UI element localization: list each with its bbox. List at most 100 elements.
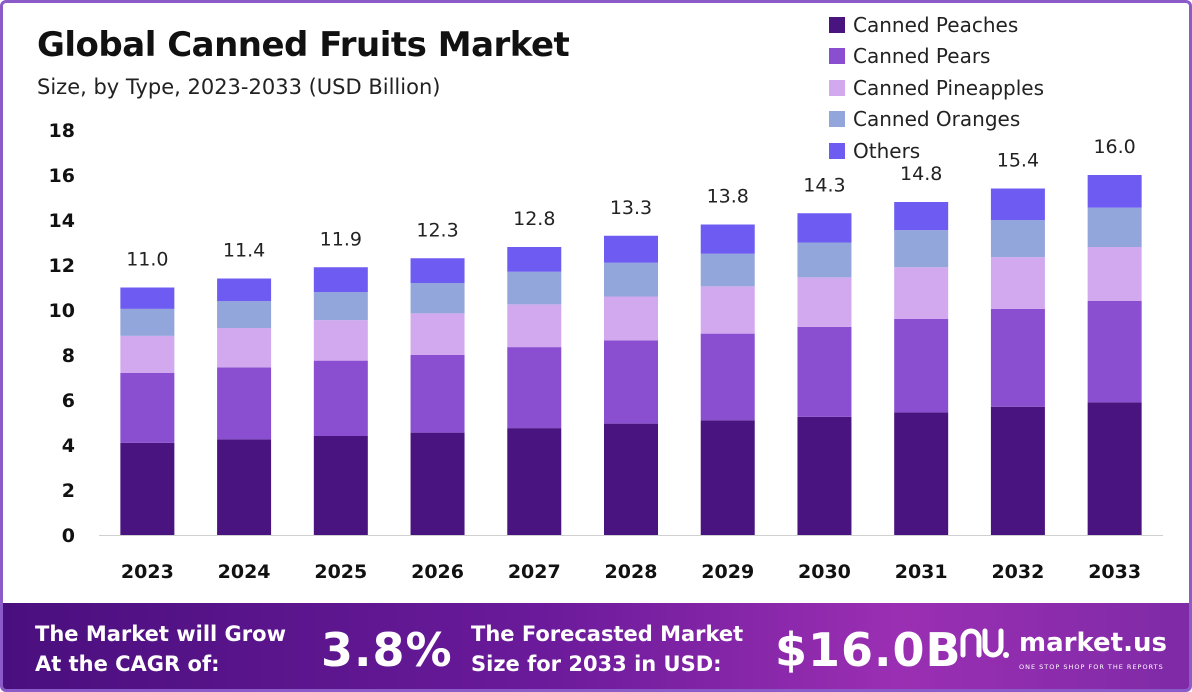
bar-total-label: 11.4	[223, 240, 265, 262]
y-tick-label: 10	[49, 300, 75, 322]
bar-segment-canned-peaches	[1087, 402, 1142, 535]
bar-segment-others	[1087, 175, 1142, 208]
forecast-label-line: The Forecasted Market	[471, 622, 744, 646]
bar-total-label: 15.4	[997, 150, 1039, 172]
y-tick-label: 14	[49, 210, 75, 232]
bar-segment-canned-pears	[990, 308, 1045, 407]
bar-segment-canned-pears	[894, 319, 949, 413]
bar-segment-canned-pears	[217, 367, 272, 440]
bar-segment-canned-oranges	[507, 271, 562, 305]
y-tick-label: 6	[62, 390, 75, 412]
bar-segment-others	[700, 224, 755, 254]
bar-segment-canned-peaches	[700, 420, 755, 535]
x-tick-label: 2033	[1088, 561, 1141, 583]
bar-segment-canned-pears	[313, 360, 368, 436]
bar-segment-canned-oranges	[1087, 207, 1142, 247]
bar-total-label: 11.0	[126, 249, 168, 271]
bar-segment-canned-pineapples	[990, 257, 1045, 309]
bar-segment-canned-pineapples	[313, 320, 368, 361]
bar-segment-others	[313, 267, 368, 292]
bar-segment-canned-peaches	[313, 436, 368, 535]
bar-segment-canned-pears	[700, 333, 755, 421]
cagr-value: 3.8%	[321, 623, 453, 677]
chart-subtitle: Size, by Type, 2023-2033 (USD Billion)	[37, 75, 441, 99]
bar-total-label: 13.3	[610, 197, 652, 219]
x-tick-label: 2030	[798, 561, 851, 583]
x-tick-label: 2029	[701, 561, 754, 583]
bar-segment-canned-oranges	[410, 283, 465, 314]
x-tick-label: 2031	[895, 561, 948, 583]
legend-swatch	[829, 111, 845, 128]
legend-item: Others	[829, 135, 1044, 167]
bar-segment-canned-peaches	[797, 416, 852, 535]
bar-segment-canned-pears	[410, 355, 465, 433]
x-tick-label: 2024	[218, 561, 271, 583]
bar-segment-canned-peaches	[120, 442, 175, 535]
bar-segment-canned-pears	[1087, 301, 1142, 403]
bar-segment-canned-oranges	[604, 262, 658, 297]
bar-segment-others	[217, 278, 272, 301]
bar-segment-others	[797, 213, 852, 243]
bar-segment-canned-pineapples	[217, 328, 272, 368]
bar-segment-canned-oranges	[700, 253, 755, 287]
market-us-logo-icon	[960, 628, 1009, 658]
bar-total-label: 14.3	[803, 174, 845, 196]
bar-segment-canned-pears	[120, 373, 175, 443]
stacked-bar-chart: 0 2 4 6 8 10 12 14 16 18 11.0 2023 11.4 2024 11.9 2025 1…	[49, 120, 1163, 583]
brand-tagline: ONE STOP SHOP FOR THE REPORTS	[1019, 663, 1164, 671]
legend-item: Canned Pears	[829, 41, 1044, 73]
x-tick-label: 2023	[121, 561, 174, 583]
x-tick-label: 2025	[314, 561, 367, 583]
bar-total-label: 13.8	[707, 186, 749, 208]
legend-swatch	[829, 79, 845, 96]
bar-total-label: 14.8	[900, 163, 942, 185]
y-tick-label: 18	[49, 120, 75, 142]
bar-segment-canned-peaches	[410, 432, 465, 535]
bar-segment-canned-peaches	[217, 439, 272, 535]
y-tick-label: 0	[62, 525, 75, 547]
bar-segment-canned-pineapples	[507, 304, 562, 348]
bar-segment-others	[894, 202, 949, 231]
x-tick-label: 2027	[508, 561, 561, 583]
bar-segment-canned-oranges	[797, 242, 852, 278]
legend-label: Canned Pears	[853, 44, 991, 69]
cagr-label-line: The Market will Grow	[35, 622, 286, 646]
y-tick-label: 2	[62, 480, 75, 502]
bar-total-label: 11.9	[320, 228, 362, 250]
chart-title: Global Canned Fruits Market	[37, 25, 570, 65]
bar-segment-others	[507, 247, 562, 272]
legend-item: Canned Oranges	[829, 104, 1044, 136]
brand-logo: market.us	[959, 625, 1167, 661]
bar-segment-canned-pears	[604, 340, 658, 424]
forecast-label-line: Size for 2033 in USD:	[471, 652, 722, 676]
bar-segment-canned-pineapples	[894, 267, 949, 319]
bar-segment-others	[990, 188, 1045, 220]
x-tick-label: 2032	[991, 561, 1044, 583]
bar-total-label: 16.0	[1093, 136, 1135, 158]
bar-segment-canned-oranges	[894, 230, 949, 268]
bar-segment-canned-peaches	[990, 406, 1045, 535]
bar-segment-canned-pears	[797, 326, 852, 417]
bar-segment-others	[410, 258, 465, 283]
y-tick-label: 4	[62, 435, 75, 457]
legend-swatch	[829, 48, 845, 65]
legend-label: Canned Pineapples	[853, 75, 1045, 100]
bar-segment-canned-peaches	[604, 423, 658, 535]
legend-label: Canned Oranges	[853, 107, 1021, 132]
y-tick-label: 8	[62, 345, 75, 367]
bar-total-label: 12.8	[513, 208, 555, 230]
legend-label: Others	[853, 138, 921, 163]
summary-banner: The Market will Grow At the CAGR of: 3.8…	[3, 603, 1189, 689]
y-tick-label: 12	[49, 255, 75, 277]
x-tick-label: 2028	[605, 561, 658, 583]
legend-item: Canned Pineapples	[829, 72, 1044, 104]
bar-segment-canned-pineapples	[604, 296, 658, 341]
legend-swatch	[829, 16, 845, 33]
bar-segment-canned-pineapples	[1087, 247, 1142, 301]
bar-segment-others	[120, 287, 175, 309]
forecast-value: $16.0B	[775, 623, 962, 677]
legend-label: Canned Peaches	[853, 12, 1019, 37]
bar-total-label: 12.3	[416, 219, 458, 241]
bar-segment-canned-pineapples	[797, 277, 852, 327]
